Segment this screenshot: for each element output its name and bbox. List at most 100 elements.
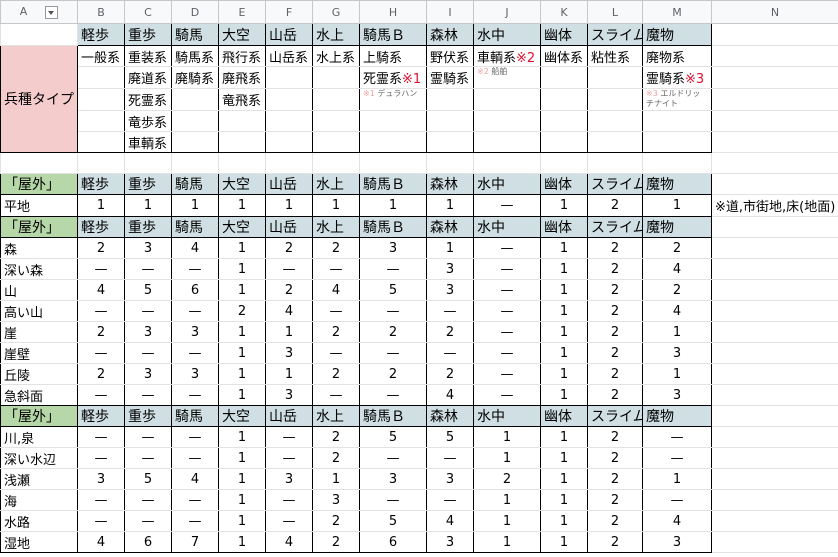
empty-cell[interactable] <box>77 152 125 174</box>
movement-cost[interactable]: — <box>642 447 712 469</box>
empty-cell[interactable] <box>711 363 838 385</box>
movement-cost[interactable]: — <box>124 447 172 469</box>
movement-cost[interactable]: — <box>171 426 219 448</box>
empty-cell[interactable] <box>642 152 712 174</box>
type-cell[interactable] <box>265 110 313 132</box>
movement-cost[interactable]: 3 <box>359 237 427 259</box>
movement-cost[interactable]: — <box>473 237 541 259</box>
empty-cell[interactable] <box>473 152 541 174</box>
empty-cell[interactable] <box>711 489 838 511</box>
unit-header[interactable]: 山岳 <box>265 23 313 46</box>
type-cell[interactable]: 飛行系 <box>218 45 266 67</box>
type-cell[interactable]: 水上系 <box>312 45 360 67</box>
movement-cost[interactable]: 2 <box>587 237 643 259</box>
movement-cost[interactable]: — <box>473 258 541 280</box>
column-header-A[interactable]: A <box>0 0 78 24</box>
movement-cost[interactable]: — <box>124 342 172 364</box>
movement-cost[interactable]: — <box>124 510 172 532</box>
movement-cost[interactable]: 1 <box>426 194 474 217</box>
movement-cost[interactable]: — <box>171 342 219 364</box>
type-cell[interactable] <box>587 131 643 153</box>
unit-header[interactable]: 水中 <box>473 405 541 427</box>
movement-cost[interactable]: 4 <box>642 300 712 322</box>
movement-cost[interactable]: 6 <box>359 531 427 553</box>
column-header-D[interactable]: D <box>171 0 219 24</box>
movement-cost[interactable]: 6 <box>171 279 219 301</box>
type-cell[interactable] <box>265 131 313 153</box>
unit-header[interactable]: 水上 <box>312 216 360 238</box>
movement-cost[interactable]: 2 <box>312 426 360 448</box>
movement-cost[interactable]: — <box>77 510 125 532</box>
type-cell[interactable] <box>171 110 219 132</box>
movement-cost[interactable]: 1 <box>540 279 588 301</box>
unit-header[interactable]: 水上 <box>312 405 360 427</box>
movement-cost[interactable]: 1 <box>473 531 541 553</box>
movement-cost[interactable]: — <box>124 300 172 322</box>
unit-header[interactable]: 魔物 <box>642 216 712 238</box>
movement-cost[interactable]: 1 <box>312 194 360 217</box>
movement-cost[interactable]: 4 <box>426 384 474 406</box>
unit-header[interactable]: 騎馬Ｂ <box>359 405 427 427</box>
unit-header[interactable]: 軽歩 <box>77 23 125 46</box>
movement-cost[interactable]: 1 <box>642 194 712 217</box>
movement-cost[interactable]: 2 <box>587 342 643 364</box>
outdoor-label[interactable]: 「屋外」 <box>0 173 78 195</box>
movement-cost[interactable]: 1 <box>642 363 712 385</box>
column-header-K[interactable]: K <box>540 0 588 24</box>
type-cell[interactable]: ※3 エルドリッチナイト <box>642 88 712 111</box>
movement-cost[interactable]: — <box>171 489 219 511</box>
movement-cost[interactable]: 2 <box>312 447 360 469</box>
movement-cost[interactable]: — <box>312 258 360 280</box>
empty-cell[interactable] <box>124 152 172 174</box>
unit-header[interactable]: 騎馬Ｂ <box>359 173 427 195</box>
type-cell[interactable]: 車輌系 <box>124 131 172 153</box>
unit-header[interactable]: 水上 <box>312 23 360 46</box>
unit-header[interactable]: 森林 <box>426 173 474 195</box>
type-cell[interactable] <box>540 66 588 89</box>
movement-cost[interactable]: — <box>473 342 541 364</box>
movement-cost[interactable]: — <box>473 279 541 301</box>
terrain-name[interactable]: 山 <box>0 279 78 301</box>
movement-cost[interactable]: 6 <box>124 531 172 553</box>
empty-cell[interactable] <box>171 152 219 174</box>
type-cell[interactable] <box>642 110 712 132</box>
movement-cost[interactable]: 2 <box>473 468 541 490</box>
terrain-name[interactable]: 湿地 <box>0 531 78 553</box>
movement-cost[interactable]: — <box>265 510 313 532</box>
type-cell[interactable] <box>426 131 474 153</box>
movement-cost[interactable]: 5 <box>124 279 172 301</box>
movement-cost[interactable]: 5 <box>426 426 474 448</box>
movement-cost[interactable]: 2 <box>218 300 266 322</box>
type-cell[interactable]: 野伏系 <box>426 45 474 67</box>
movement-cost[interactable]: 1 <box>473 489 541 511</box>
movement-cost[interactable]: — <box>171 384 219 406</box>
type-cell[interactable]: 一般系 <box>77 45 125 67</box>
unit-header[interactable]: 森林 <box>426 23 474 46</box>
outdoor-label[interactable]: 「屋外」 <box>0 216 78 238</box>
type-cell[interactable]: 竜歩系 <box>124 110 172 132</box>
type-cell[interactable] <box>265 88 313 111</box>
movement-cost[interactable]: — <box>124 258 172 280</box>
movement-cost[interactable]: 3 <box>426 531 474 553</box>
movement-cost[interactable]: — <box>642 489 712 511</box>
type-cell[interactable]: 廃物系 <box>642 45 712 67</box>
type-cell[interactable]: 重装系 <box>124 45 172 67</box>
column-header-I[interactable]: I <box>426 0 474 24</box>
column-header-B[interactable]: B <box>77 0 125 24</box>
movement-cost[interactable]: 2 <box>587 279 643 301</box>
movement-cost[interactable]: 3 <box>642 531 712 553</box>
movement-cost[interactable]: — <box>77 489 125 511</box>
terrain-name[interactable]: 崖壁 <box>0 342 78 364</box>
type-cell[interactable] <box>77 131 125 153</box>
movement-cost[interactable]: 2 <box>642 279 712 301</box>
movement-cost[interactable]: — <box>312 342 360 364</box>
movement-cost[interactable]: — <box>359 300 427 322</box>
unit-header[interactable]: スライム <box>587 216 643 238</box>
type-cell[interactable] <box>77 88 125 111</box>
movement-cost[interactable]: 1 <box>540 321 588 343</box>
type-cell[interactable]: ※2 船舶 <box>473 66 541 89</box>
movement-cost[interactable]: 1 <box>218 510 266 532</box>
movement-cost[interactable]: 5 <box>124 468 172 490</box>
unit-header[interactable]: 大空 <box>218 216 266 238</box>
movement-cost[interactable]: — <box>124 489 172 511</box>
